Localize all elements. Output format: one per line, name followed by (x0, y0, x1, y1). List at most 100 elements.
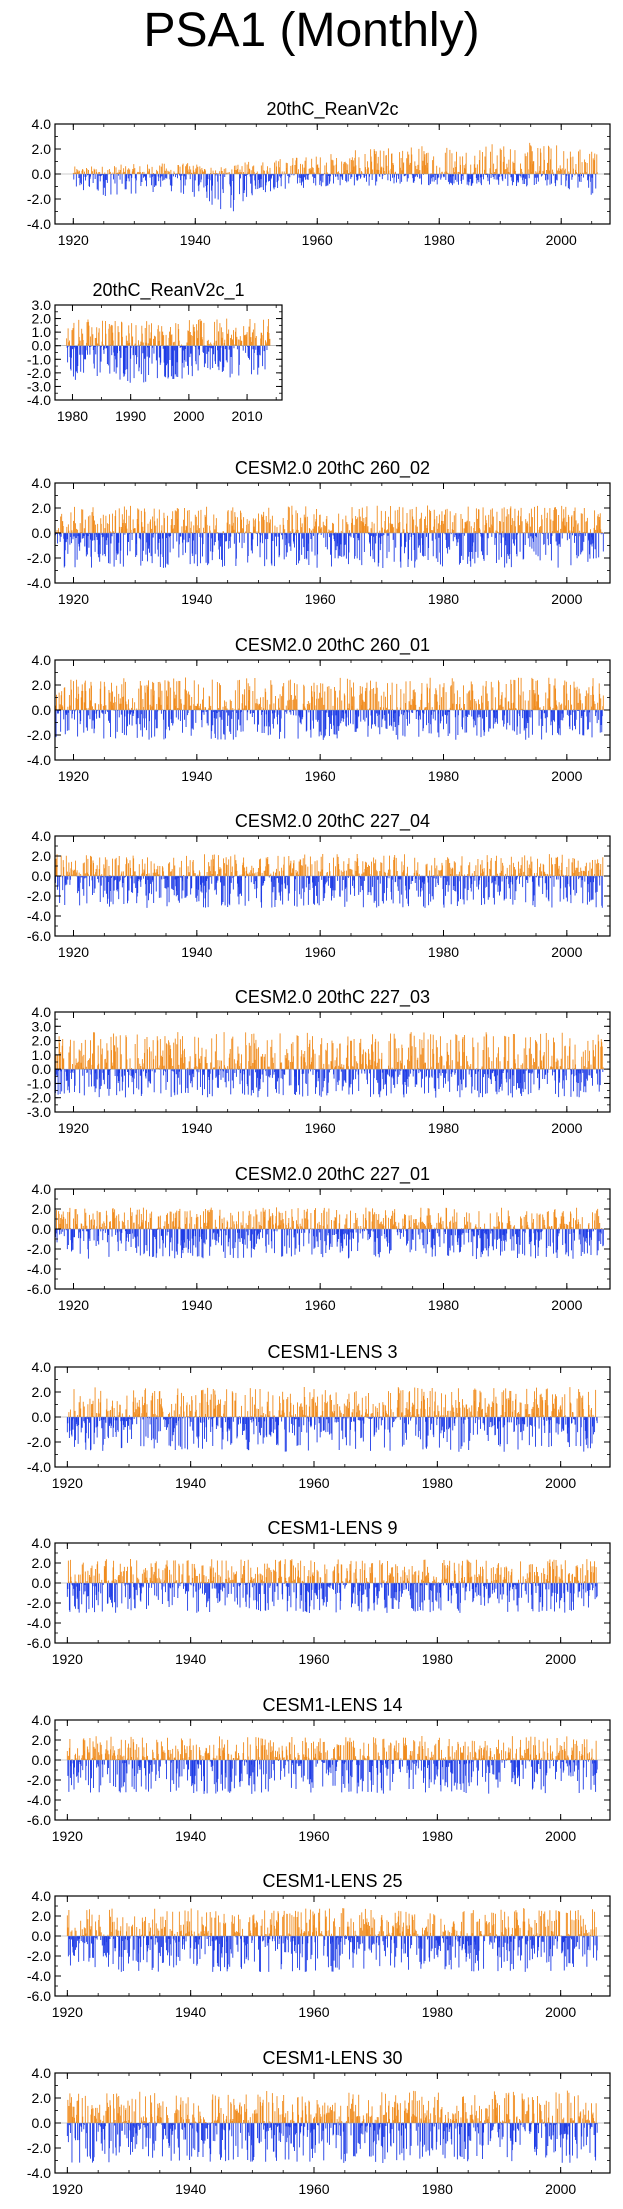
chart-title: CESM1-LENS 9 (267, 1518, 397, 1538)
xtick-label: 1920 (58, 944, 89, 960)
xtick-label: 1960 (305, 944, 336, 960)
xtick-label: 1960 (305, 591, 336, 607)
ytick-label: -4.0 (27, 1459, 51, 1475)
xtick-label: 1920 (58, 768, 89, 784)
xtick-label: 1940 (180, 232, 211, 248)
xtick-label: 1920 (58, 232, 89, 248)
xtick-label: 1980 (422, 1475, 453, 1491)
positive-bars (66, 318, 271, 346)
chart-title: 20thC_ReanV2c_1 (92, 280, 244, 301)
ytick-label: 2.0 (32, 311, 52, 327)
ytick-label: -2.0 (27, 1241, 51, 1257)
ytick-label: -2.0 (27, 1090, 51, 1106)
ytick-label: -6.0 (27, 1812, 51, 1828)
xtick-label: 1940 (175, 1651, 206, 1667)
negative-bars (67, 1760, 598, 1794)
ytick-label: 4.0 (32, 1181, 52, 1197)
ytick-label: -6.0 (27, 1988, 51, 2004)
page-title: PSA1 (Monthly) (143, 4, 480, 57)
ytick-label: -4.0 (27, 908, 51, 924)
xtick-label: 1980 (422, 2004, 453, 2020)
chart-title: CESM2.0 20thC 227_04 (235, 811, 430, 832)
ytick-label: 0.0 (32, 1221, 52, 1237)
xtick-label: 1980 (428, 768, 459, 784)
ytick-label: -2.0 (27, 1595, 51, 1611)
xtick-label: 2010 (231, 408, 262, 424)
ytick-label: -1.0 (27, 351, 51, 367)
positive-bars (54, 505, 603, 533)
xtick-label: 1980 (57, 408, 88, 424)
ytick-label: 2.0 (32, 1033, 52, 1049)
xtick-label: 1960 (305, 1120, 336, 1136)
ytick-label: 2.0 (32, 1732, 52, 1748)
ytick-label: 0.0 (32, 2115, 52, 2131)
xtick-label: 2000 (546, 232, 577, 248)
plot-frame (54, 1542, 611, 1644)
positive-bars (72, 142, 598, 174)
negative-bars (66, 1583, 598, 1613)
negative-bars (55, 533, 604, 568)
chart-title: CESM1-LENS 30 (262, 2048, 402, 2068)
negative-bars (66, 2123, 598, 2163)
xtick-label: 1980 (422, 1828, 453, 1844)
xtick-label: 2000 (173, 408, 204, 424)
ytick-label: 4.0 (32, 1535, 52, 1551)
ytick-label: 0.0 (32, 868, 52, 884)
xtick-label: 1940 (181, 1120, 212, 1136)
ytick-label: 4.0 (32, 2065, 52, 2081)
ytick-label: 2.0 (32, 1384, 52, 1400)
negative-bars (67, 1936, 598, 1972)
ytick-label: 4.0 (32, 1004, 52, 1020)
ytick-label: -4.0 (27, 2165, 51, 2181)
xtick-label: 1940 (175, 1475, 206, 1491)
ytick-label: -2.0 (27, 365, 51, 381)
ytick-label: 4.0 (32, 116, 52, 132)
ytick-label: 4.0 (32, 652, 52, 668)
ytick-label: -4.0 (27, 392, 51, 408)
positive-bars (68, 1387, 597, 1417)
negative-bars (73, 174, 597, 212)
xtick-label: 1960 (298, 2181, 329, 2197)
ytick-label: -2.0 (27, 1772, 51, 1788)
ytick-label: 0.0 (32, 1409, 52, 1425)
ytick-label: -4.0 (27, 1615, 51, 1631)
ytick-label: -6.0 (27, 928, 51, 944)
ytick-label: 0.0 (32, 1752, 52, 1768)
ytick-label: 2.0 (32, 848, 52, 864)
ytick-label: 2.0 (32, 141, 52, 157)
ytick-label: -4.0 (27, 1792, 51, 1808)
ytick-label: -2.0 (27, 727, 51, 743)
xtick-label: 1920 (52, 1475, 83, 1491)
xtick-label: 1980 (422, 1651, 453, 1667)
chart-panel-2: 20thC_ReanV2c_1 3.02.01.00.0-1.0-2.0-3.0-… (27, 280, 283, 424)
xtick-label: 1960 (305, 1297, 336, 1313)
ytick-label: 0.0 (32, 702, 52, 718)
xtick-label: 1980 (428, 1297, 459, 1313)
positive-bars (66, 1736, 597, 1760)
xtick-label: 1980 (422, 2181, 453, 2197)
xtick-label: 1920 (52, 1651, 83, 1667)
xtick-label: 2000 (551, 1297, 582, 1313)
positive-bars (54, 677, 604, 710)
xtick-label: 2000 (551, 591, 582, 607)
ytick-label: 2.0 (32, 1201, 52, 1217)
xtick-label: 1960 (298, 1651, 329, 1667)
ytick-label: 0.0 (32, 166, 52, 182)
ytick-label: 0.0 (32, 1575, 52, 1591)
xtick-label: 1940 (181, 1297, 212, 1313)
chart-title: CESM2.0 20thC 227_01 (235, 1164, 430, 1185)
chart-panel-1: 20thC_ReanV2c 4.0 2.0 0.0 -2.0 -4.0 1920 1940 19… (27, 99, 611, 248)
xtick-label: 1990 (115, 408, 146, 424)
ytick-label: -2.0 (27, 888, 51, 904)
negative-bars (54, 876, 603, 908)
ytick-label: 4.0 (32, 828, 52, 844)
chart-panel-4: CESM2.0 20thC 260_01 4.0 2.0 0.0 -2.0 -4.0 192… (27, 635, 611, 784)
xtick-label: 1980 (428, 1120, 459, 1136)
xtick-label: 1920 (58, 1120, 89, 1136)
chart-title: 20thC_ReanV2c (266, 99, 398, 120)
ytick-label: 2.0 (32, 1555, 52, 1571)
xtick-label: 2000 (551, 768, 582, 784)
ytick-label: -4.0 (27, 575, 51, 591)
